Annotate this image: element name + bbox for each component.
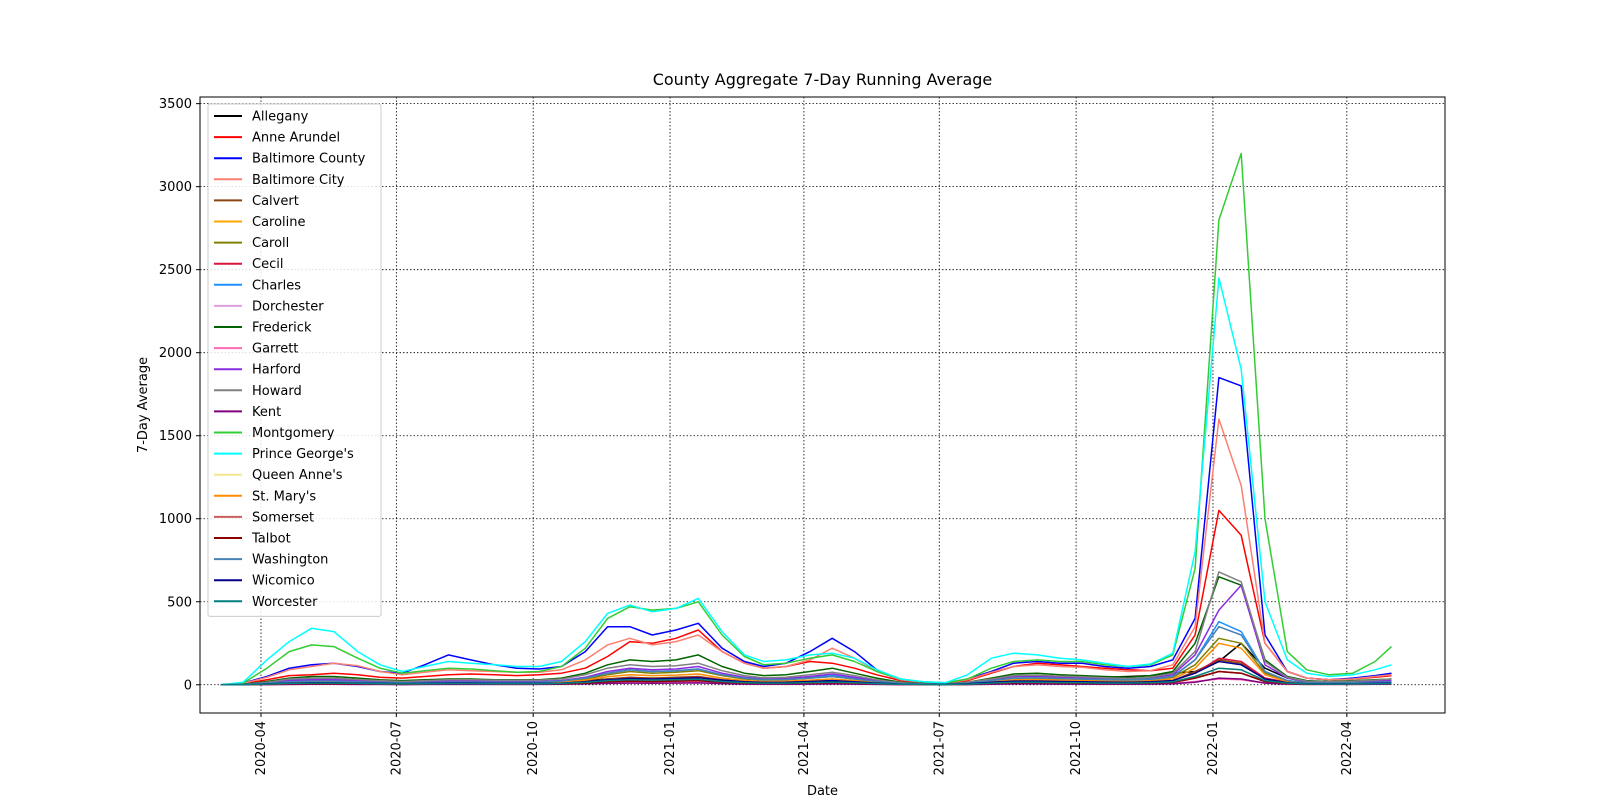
legend-label: Montgomery [252, 426, 335, 441]
plot-frame [199, 96, 1446, 714]
legend-label: Somerset [252, 510, 314, 525]
legend-label: Washington [252, 553, 328, 568]
x-tick-label: 2020-07 [389, 721, 404, 775]
legend-label: Frederick [252, 321, 312, 336]
legend-label: St. Mary's [252, 489, 316, 504]
y-tick-label: 2500 [159, 263, 192, 278]
axis-ticks: 0 500 1000 1500 2000 2500 3000 3500 2020-04 2020-… [159, 97, 1355, 775]
x-tick-label: 2021-10 [1069, 721, 1084, 775]
legend-label: Queen Anne's [252, 468, 343, 483]
legend-label: Caroll [252, 236, 289, 251]
y-axis-label: 7-Day Average [136, 357, 151, 453]
y-tick-label: 0 [184, 678, 192, 693]
y-tick-label: 3500 [159, 97, 192, 112]
legend-label: Charles [252, 278, 301, 293]
legend-label: Baltimore City [252, 173, 345, 188]
legend-label: Cecil [252, 257, 283, 272]
legend-label: Dorchester [252, 299, 324, 314]
x-tick-label: 2021-07 [932, 721, 947, 775]
series-line-worcester [220, 667, 1392, 686]
series-line-howard [220, 571, 1392, 686]
y-tick-label: 1500 [159, 429, 192, 444]
legend-label: Baltimore County [252, 152, 366, 167]
y-tick-label: 500 [167, 595, 192, 610]
series-line-baltimore-city [220, 418, 1392, 686]
series-line-prince-george-s [220, 277, 1392, 686]
legend-label: Prince George's [252, 447, 354, 462]
legend-label: Allegany [252, 110, 309, 125]
x-tick-label: 2021-01 [663, 721, 678, 775]
legend-label: Howard [252, 384, 302, 399]
y-tick-label: 3000 [159, 180, 192, 195]
legend-label: Worcester [252, 595, 318, 610]
legend-label: Harford [252, 363, 301, 378]
x-tick-label: 2022-01 [1206, 721, 1221, 775]
y-tick-label: 2000 [159, 346, 192, 361]
legend-label: Wicomico [252, 574, 315, 589]
x-tick-label: 2020-04 [254, 721, 269, 775]
legend-label: Caroline [252, 215, 306, 230]
series-line-frederick [220, 576, 1392, 686]
series-line-washington [220, 625, 1392, 686]
legend: Allegany Anne Arundel Baltimore County Balt… [207, 103, 382, 617]
chart-title: County Aggregate 7-Day Running Average [653, 70, 993, 89]
x-tick-label: 2022-04 [1340, 721, 1355, 775]
series-line-anne-arundel [220, 509, 1392, 686]
legend-label: Calvert [252, 194, 299, 209]
legend-label: Kent [252, 405, 281, 420]
series-lines [220, 152, 1393, 686]
x-tick-label: 2021-04 [797, 721, 812, 775]
y-tick-label: 1000 [159, 512, 192, 527]
x-axis-label: Date [807, 784, 838, 799]
legend-label: Talbot [251, 532, 291, 547]
legend-label: Garrett [252, 342, 298, 357]
legend-label: Anne Arundel [252, 131, 340, 146]
x-tick-label: 2020-10 [526, 721, 541, 775]
legend-box [207, 103, 382, 617]
